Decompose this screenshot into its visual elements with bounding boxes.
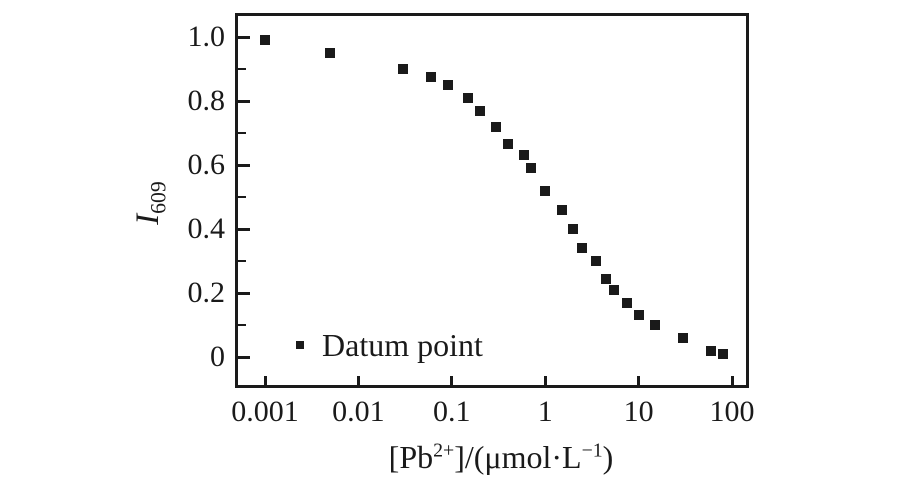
x-axis-title-text: ]/(μmol·L <box>454 439 582 475</box>
data-point-marker <box>474 105 485 116</box>
legend-label: Datum point <box>322 327 483 363</box>
y-axis-minor-tick <box>238 196 246 198</box>
data-point-marker <box>621 297 632 308</box>
y-axis-minor-tick <box>238 132 246 134</box>
data-point-marker <box>609 284 620 295</box>
data-point-marker <box>717 348 728 359</box>
y-axis-tick-label: 1.0 <box>187 20 226 53</box>
x-axis-tick-label: 1 <box>537 395 553 428</box>
y-axis-tick-label: 0.8 <box>187 84 226 117</box>
y-axis-tick <box>238 99 250 103</box>
x-axis-tick <box>263 376 267 385</box>
data-point-marker <box>591 256 602 266</box>
y-axis-tick <box>238 291 250 295</box>
data-point-marker <box>463 92 474 103</box>
x-axis-tick <box>543 376 547 385</box>
plot-area <box>235 13 749 388</box>
y-axis-minor-tick <box>238 260 246 262</box>
y-axis-minor-tick <box>238 324 246 326</box>
data-point-marker <box>260 35 270 46</box>
x-axis-tick-label: 10 <box>623 395 654 428</box>
y-axis-tick-label: 0.6 <box>187 148 226 181</box>
data-point-marker <box>556 204 567 215</box>
x-axis-title-superscript: −1 <box>581 439 603 462</box>
x-axis-tick <box>356 376 360 385</box>
y-axis-title-symbol: I <box>130 213 166 225</box>
data-point-marker <box>650 320 661 330</box>
data-point-marker <box>519 150 530 161</box>
data-point-marker <box>540 185 551 196</box>
data-point-marker <box>577 243 588 254</box>
y-axis-tick-label: 0.2 <box>187 276 226 309</box>
y-axis-title-subscript: 609 <box>146 181 171 214</box>
data-point-marker <box>397 64 408 74</box>
data-point-marker <box>601 273 612 284</box>
x-axis-tick-label: 100 <box>709 395 755 428</box>
y-axis-tick-label: 0 <box>210 340 225 373</box>
data-point-marker <box>442 80 453 90</box>
data-point-marker <box>706 345 717 356</box>
data-point-marker <box>426 72 437 82</box>
y-axis-minor-tick <box>238 68 246 70</box>
legend: Datum point <box>296 326 483 364</box>
data-point-marker <box>525 163 536 174</box>
legend-marker-square-icon <box>296 341 304 349</box>
x-axis-title-text: ) <box>602 439 614 475</box>
data-point-marker <box>491 121 502 132</box>
data-point-marker <box>678 332 689 343</box>
x-axis-tick <box>730 376 734 385</box>
y-axis-tick <box>238 163 250 167</box>
x-axis-tick-label: 0.1 <box>433 395 471 428</box>
x-axis-title: [Pb2+]/(μmol·L−1) <box>341 437 661 481</box>
data-point-marker <box>568 224 579 234</box>
y-axis-tick <box>238 227 250 231</box>
x-axis-title-text: [Pb <box>388 439 434 475</box>
data-point-marker <box>503 139 514 150</box>
x-axis-tick-label: 0.001 <box>231 395 299 428</box>
data-point-marker <box>325 48 336 58</box>
y-axis-title: I609 <box>128 103 171 303</box>
data-point-marker <box>633 310 644 321</box>
y-axis-tick <box>238 35 250 39</box>
x-axis-tick <box>637 376 641 385</box>
y-axis-tick-label: 0.4 <box>187 212 226 245</box>
y-axis-tick <box>238 355 250 359</box>
x-axis-tick-label: 0.01 <box>332 395 385 428</box>
x-axis-tick <box>450 376 454 385</box>
x-axis-title-superscript: 2+ <box>433 439 455 462</box>
